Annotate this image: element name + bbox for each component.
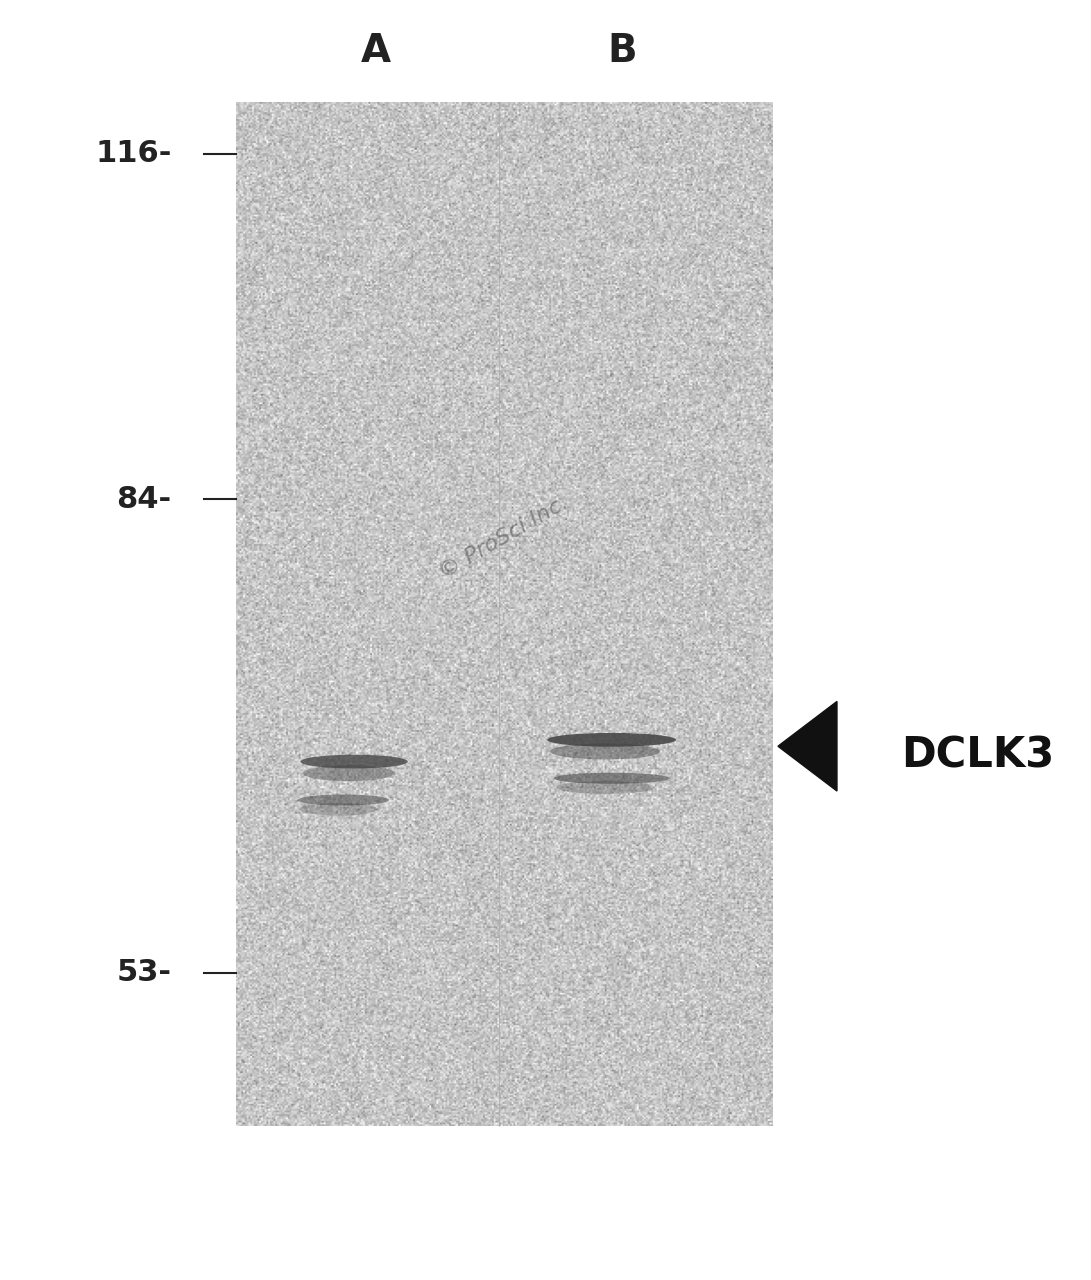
Ellipse shape — [548, 733, 676, 746]
Text: A: A — [360, 32, 391, 70]
Ellipse shape — [303, 765, 394, 781]
Text: DCLK3: DCLK3 — [901, 735, 1055, 776]
Ellipse shape — [300, 755, 408, 768]
Text: B: B — [608, 32, 637, 70]
Text: 53-: 53- — [117, 959, 171, 987]
Ellipse shape — [554, 773, 670, 783]
Ellipse shape — [298, 795, 389, 805]
Ellipse shape — [300, 803, 377, 815]
Text: 84-: 84- — [117, 485, 171, 513]
Text: 116-: 116- — [95, 140, 171, 168]
Ellipse shape — [551, 744, 660, 759]
Text: © ProSci Inc.: © ProSci Inc. — [436, 493, 572, 582]
Ellipse shape — [556, 781, 655, 794]
Polygon shape — [778, 701, 837, 791]
